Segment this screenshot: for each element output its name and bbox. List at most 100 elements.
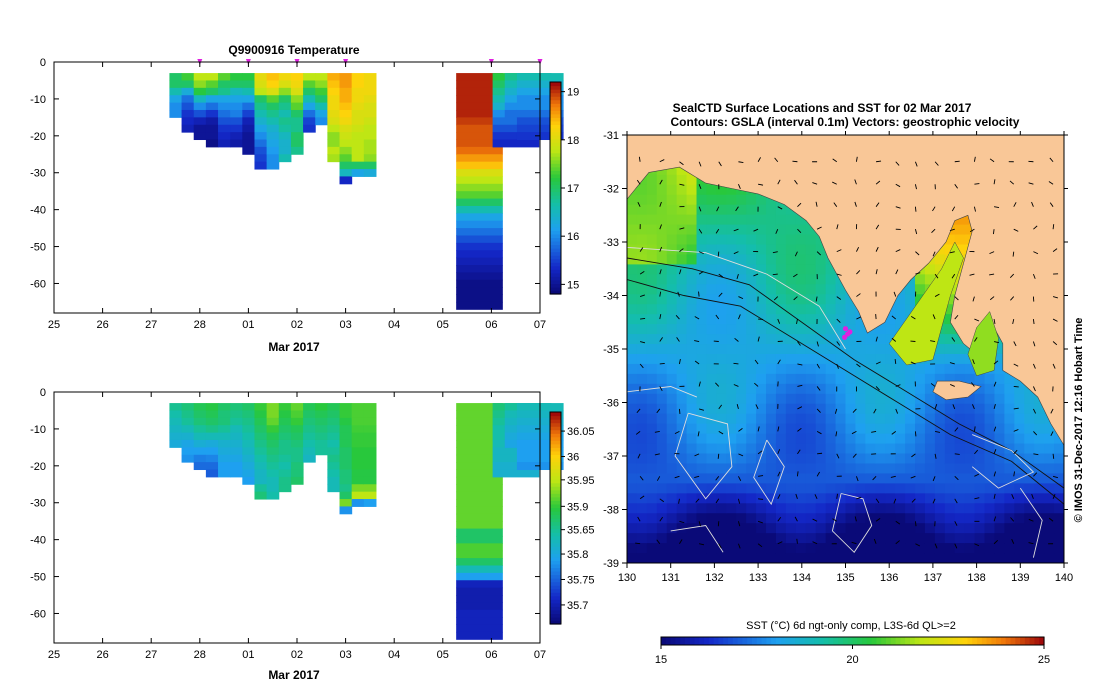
sst-cell — [766, 533, 777, 544]
sst-cell — [944, 513, 956, 524]
sst-cell — [716, 373, 727, 385]
section-cell — [242, 117, 255, 126]
sst-cell — [934, 553, 946, 563]
sst-cell — [934, 373, 946, 385]
velocity-vector — [679, 227, 685, 230]
sst-cell — [865, 523, 876, 534]
sst-cell — [676, 533, 688, 544]
sst-cell — [646, 423, 658, 435]
sst-cell — [865, 553, 876, 563]
sst-cell — [835, 314, 847, 325]
velocity-vector — [1052, 475, 1059, 479]
sst-cell — [905, 483, 916, 494]
section-cell — [193, 73, 207, 81]
sst-cell — [885, 523, 896, 534]
sst-cell — [895, 453, 906, 465]
sst-cell — [994, 473, 1006, 484]
sst-cell — [835, 513, 847, 524]
sst-cell — [785, 483, 797, 494]
sst-cell — [766, 214, 777, 226]
section-cell — [218, 87, 231, 96]
sst-cell — [1034, 493, 1045, 504]
sst-cell — [984, 383, 996, 395]
colorbar-swatch — [550, 258, 561, 263]
velocity-vector — [718, 404, 723, 410]
sst-cell — [994, 503, 1006, 514]
section-cell — [242, 447, 255, 456]
section-cell — [456, 279, 503, 288]
sst-cell — [726, 234, 737, 246]
section-cell — [327, 146, 341, 155]
velocity-vector — [694, 360, 700, 365]
sst-cell — [656, 214, 668, 226]
colorbar-swatch — [550, 585, 561, 590]
velocity-vector — [951, 206, 956, 212]
sst-cell — [815, 344, 827, 355]
colorbar-swatch — [550, 440, 561, 445]
colorbar-swatch — [550, 556, 561, 561]
section-cell — [218, 73, 231, 81]
sst-cell — [696, 234, 708, 246]
velocity-vector — [758, 183, 764, 186]
sst-cell — [706, 264, 717, 275]
sst-colorbar-swatch — [723, 637, 729, 645]
colorbar-swatch — [550, 212, 561, 217]
sst-cell — [666, 264, 678, 275]
sst-cell — [954, 543, 966, 554]
section-cell — [339, 469, 353, 478]
velocity-vector — [1010, 296, 1015, 301]
velocity-vector — [954, 160, 960, 163]
section-cell — [456, 235, 503, 244]
section-cell — [242, 454, 255, 463]
sst-cell — [875, 353, 886, 365]
section-cell — [266, 462, 280, 471]
sst-cell — [656, 523, 668, 534]
sst-cell — [815, 513, 827, 524]
section-cell — [254, 410, 268, 419]
sst-cell — [656, 353, 668, 365]
colorbar-swatch — [550, 422, 561, 427]
section-cell — [193, 447, 207, 456]
velocity-vector — [698, 271, 704, 275]
section-cell — [193, 432, 207, 441]
velocity-vector — [951, 273, 956, 279]
section-cell — [242, 476, 255, 485]
sst-cell — [676, 344, 688, 355]
sst-cell — [666, 194, 678, 206]
colorbar-swatch — [550, 202, 561, 207]
sst-cell — [746, 214, 757, 226]
sst-cell — [646, 334, 658, 345]
sst-cell — [855, 513, 866, 524]
gsla-contour — [971, 434, 1035, 489]
sst-cell — [845, 393, 857, 405]
sst-colorbar-swatch — [732, 637, 739, 645]
sst-cell — [785, 383, 797, 395]
sst-cell — [706, 523, 717, 534]
sst-cell — [785, 443, 797, 455]
sst-cell — [905, 513, 916, 524]
sst-cell — [775, 483, 787, 494]
sst-cell — [964, 373, 976, 385]
sst-cell — [746, 344, 757, 355]
sst-cell — [795, 513, 807, 524]
sst-cell — [795, 254, 807, 265]
sst-cell — [944, 344, 956, 355]
map-title: SealCTD Surface Locations and SST for 02… — [673, 101, 972, 115]
section-cell — [456, 139, 503, 148]
section-cell — [339, 432, 353, 441]
sst-cell — [706, 274, 717, 285]
velocity-vector — [755, 404, 759, 410]
section-cell — [193, 109, 207, 118]
section-cell — [339, 447, 353, 456]
section-cell — [327, 476, 341, 485]
sst-colorbar-swatch — [1015, 637, 1021, 645]
sst-cell — [775, 533, 787, 544]
sst-cell — [954, 483, 966, 494]
sst-cell — [964, 403, 976, 415]
sst-cell — [746, 433, 757, 445]
sst-cell — [736, 264, 747, 275]
sst-cell — [1024, 493, 1035, 504]
colorbar-swatch — [550, 620, 561, 625]
sst-cell — [1014, 433, 1025, 445]
